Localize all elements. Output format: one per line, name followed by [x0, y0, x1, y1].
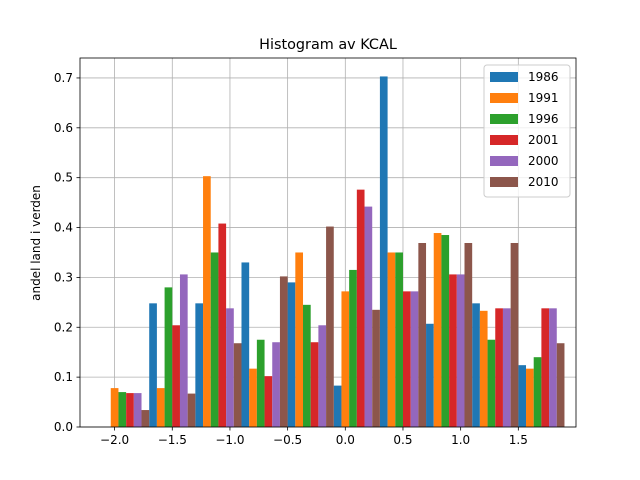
bar: [526, 368, 534, 427]
x-tick-label: −0.5: [273, 433, 302, 447]
legend-swatch: [490, 135, 518, 145]
bar: [518, 365, 527, 427]
bar: [241, 262, 250, 427]
legend-label: 2000: [528, 154, 559, 168]
y-tick-label: 0.6: [54, 121, 73, 135]
bar: [333, 385, 342, 427]
bar: [426, 323, 434, 427]
bar: [472, 303, 480, 427]
bar: [233, 343, 242, 427]
bar: [256, 339, 265, 427]
bar: [310, 342, 319, 427]
bar: [356, 189, 365, 427]
x-tick-label: 0.0: [336, 433, 355, 447]
bar: [495, 308, 503, 427]
legend-swatch: [490, 177, 518, 187]
bar: [226, 308, 234, 427]
bar: [441, 235, 450, 427]
bar: [249, 368, 257, 427]
bar: [295, 252, 304, 427]
bar: [172, 325, 180, 427]
bar: [195, 303, 204, 427]
bar: [133, 393, 142, 427]
y-axis-label: andel land i verden: [29, 185, 43, 301]
bar: [341, 291, 350, 427]
y-tick-label: 0.1: [54, 370, 73, 384]
legend-swatch: [490, 93, 518, 103]
x-tick-label: 0.5: [393, 433, 412, 447]
bar: [449, 274, 457, 427]
x-tick-label: 1.5: [509, 433, 528, 447]
bar: [372, 309, 380, 427]
bar: [502, 308, 511, 427]
bar: [433, 233, 442, 427]
bar: [387, 252, 396, 427]
legend-label: 2010: [528, 175, 559, 189]
bar: [126, 393, 134, 427]
legend-swatch: [490, 114, 518, 124]
axes-layer: −2.0 −1.5 −1.0 −0.5 0.0 0.5 1.0 1.5 0.0 0.1 0.2 0.3…: [54, 57, 577, 447]
bar: [156, 388, 165, 427]
legend-label: 1986: [528, 70, 559, 84]
bar: [541, 308, 550, 427]
bar: [272, 342, 280, 427]
legend-label: 1996: [528, 112, 559, 126]
bar: [549, 308, 557, 427]
bar: [118, 392, 127, 427]
bar: [141, 410, 150, 427]
bar: [410, 291, 419, 427]
bar: [179, 274, 188, 427]
bar: [210, 252, 219, 427]
x-tick-label: −2.0: [100, 433, 129, 447]
bar: [418, 242, 427, 427]
x-tick-label: 1.0: [451, 433, 470, 447]
bar: [326, 226, 334, 427]
bar: [364, 206, 373, 427]
bar: [379, 76, 388, 427]
bar: [533, 357, 542, 427]
x-tick-label: −1.5: [158, 433, 187, 447]
plot-frame: [79, 57, 577, 428]
bar: [218, 223, 227, 427]
legend-swatch: [490, 72, 518, 82]
bar: [287, 282, 296, 427]
bar: [395, 252, 403, 427]
bars-layer: [110, 76, 565, 427]
bar: [464, 242, 473, 427]
x-tick-label: −1.0: [215, 433, 244, 447]
bar: [402, 291, 411, 427]
y-tick-label: 0.0: [54, 420, 73, 434]
y-tick-label: 0.2: [54, 320, 73, 334]
bar: [318, 325, 327, 427]
bar: [303, 304, 311, 427]
bar: [264, 376, 273, 427]
bar: [279, 276, 288, 427]
bar: [510, 242, 519, 427]
bar: [110, 388, 119, 427]
legend: 1986 1991 1996 2001 2000 2010: [483, 64, 571, 198]
bar: [203, 176, 211, 427]
bar: [479, 310, 488, 427]
bar: [149, 303, 157, 427]
bar: [164, 287, 173, 427]
bar: [187, 393, 196, 427]
legend-swatch: [490, 156, 518, 166]
chart-title: Histogram av KCAL: [259, 37, 397, 53]
bar: [487, 339, 496, 427]
legend-label: 2001: [528, 133, 559, 147]
bar: [349, 269, 357, 427]
legend-label: 1991: [528, 91, 559, 105]
y-tick-label: 0.7: [54, 71, 73, 85]
y-tick-label: 0.3: [54, 270, 73, 284]
y-tick-label: 0.4: [54, 221, 73, 235]
bar: [556, 343, 565, 427]
bar: [456, 274, 465, 427]
y-tick-label: 0.5: [54, 171, 73, 185]
